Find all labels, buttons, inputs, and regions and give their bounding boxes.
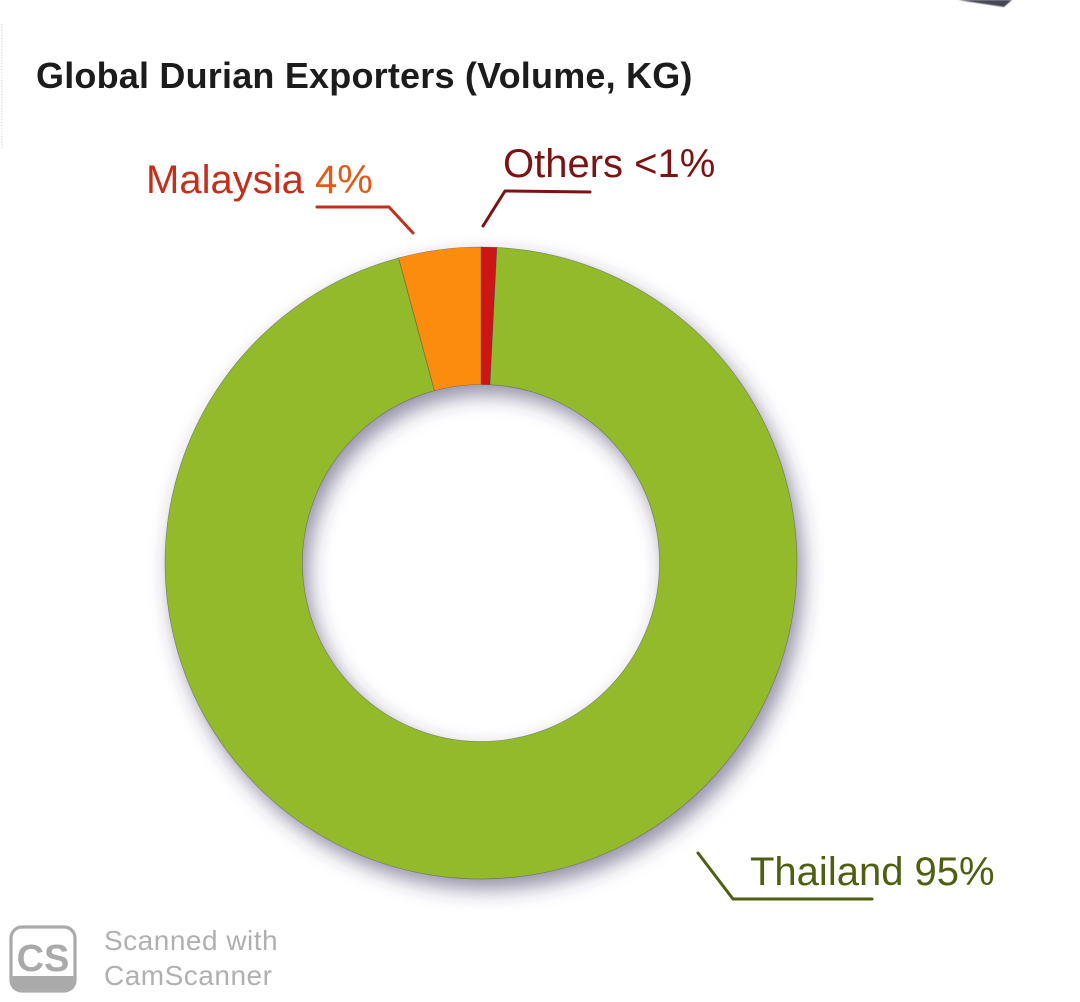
svg-text:CS: CS (17, 938, 70, 980)
